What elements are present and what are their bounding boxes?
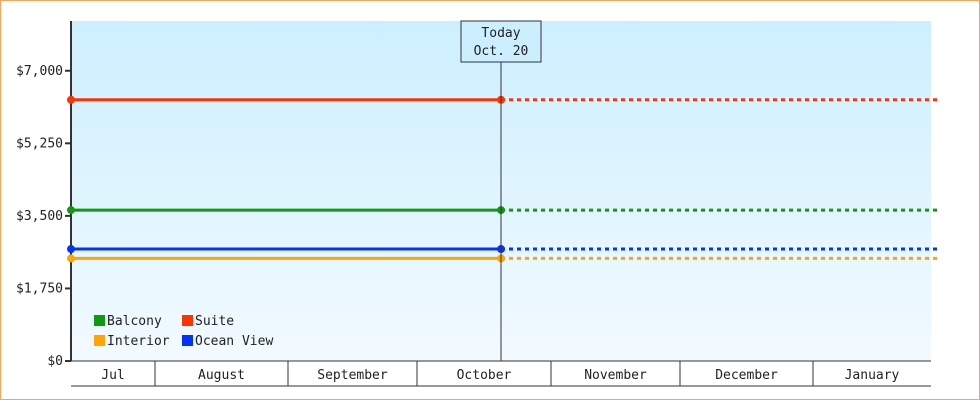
y-tick-label: $7,000 [16, 64, 63, 79]
today-date: Oct. 20 [474, 44, 529, 59]
series-balcony [67, 206, 941, 215]
legend-swatch [182, 335, 193, 346]
data-point [67, 95, 75, 104]
legend-swatch [94, 315, 105, 326]
y-tick-label: $3,500 [16, 209, 63, 224]
legend-label: Interior [107, 334, 170, 349]
today-label: Today [481, 26, 520, 41]
legend: Balcony Suite Interior Ocean View [94, 314, 273, 349]
x-tick-label: September [317, 368, 388, 383]
x-tick-label: October [457, 368, 512, 383]
data-point [67, 206, 75, 215]
data-point [67, 245, 75, 254]
legend-swatch [182, 315, 193, 326]
legend-label: Suite [195, 314, 234, 329]
y-tick-label: $1,750 [16, 281, 63, 296]
series-suite [67, 95, 941, 104]
legend-label: Ocean View [195, 334, 273, 349]
y-tick-label: $0 [47, 354, 63, 369]
x-tick-label: December [715, 368, 778, 383]
x-tick-label: January [845, 368, 900, 383]
x-tick-label: November [584, 368, 647, 383]
x-tick-label: Jul [101, 368, 124, 383]
y-tick-label: $5,250 [16, 136, 63, 151]
legend-swatch [94, 335, 105, 346]
today-marker: Today Oct. 20 [460, 20, 542, 361]
data-point [67, 254, 75, 263]
legend-label: Balcony [107, 314, 162, 329]
series-ocean-view [67, 245, 941, 254]
x-tick-label: August [198, 368, 245, 383]
